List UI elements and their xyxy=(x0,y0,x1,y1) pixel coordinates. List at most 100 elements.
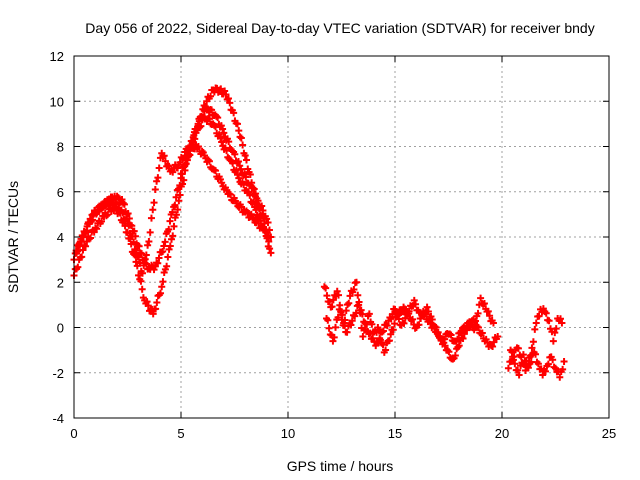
data-point xyxy=(119,209,127,217)
data-point xyxy=(255,205,263,213)
data-point xyxy=(478,329,486,337)
data-point xyxy=(266,245,274,253)
data-point xyxy=(405,310,413,318)
data-point xyxy=(221,87,229,95)
data-point xyxy=(151,185,159,193)
data-point xyxy=(82,229,90,237)
data-point xyxy=(332,323,340,331)
data-point xyxy=(165,225,173,233)
data-point xyxy=(224,153,232,161)
data-point xyxy=(135,242,143,250)
data-point xyxy=(324,316,332,324)
x-tick-label: 25 xyxy=(602,426,616,441)
data-point xyxy=(524,364,532,372)
data-point xyxy=(394,311,402,319)
data-point xyxy=(208,106,216,114)
data-point xyxy=(343,301,351,309)
data-point xyxy=(216,175,224,183)
data-point xyxy=(323,292,331,300)
data-point xyxy=(383,322,391,330)
data-point xyxy=(549,356,557,364)
data-point xyxy=(401,305,409,313)
data-point xyxy=(350,286,358,294)
data-point xyxy=(138,250,146,258)
data-point xyxy=(412,300,420,308)
data-point xyxy=(259,207,267,215)
data-point xyxy=(551,329,559,337)
data-point xyxy=(364,312,372,320)
data-point xyxy=(260,219,268,227)
data-point xyxy=(225,94,233,102)
data-point xyxy=(539,371,547,379)
data-point xyxy=(409,315,417,323)
data-point xyxy=(189,137,197,145)
data-point xyxy=(165,245,173,253)
data-point xyxy=(130,238,138,246)
data-point xyxy=(130,227,138,235)
series-track-d xyxy=(177,84,273,246)
data-point xyxy=(235,174,243,182)
data-point xyxy=(122,215,130,223)
data-point xyxy=(441,342,449,350)
data-point xyxy=(230,109,238,117)
data-point xyxy=(232,167,240,175)
data-point xyxy=(212,167,220,175)
y-tick-label: 4 xyxy=(57,230,64,245)
data-point xyxy=(120,200,128,208)
data-point xyxy=(335,291,343,299)
x-tick-label: 10 xyxy=(281,426,295,441)
data-point xyxy=(453,335,461,343)
data-point xyxy=(375,327,383,335)
data-point xyxy=(137,277,145,285)
data-point xyxy=(539,305,547,313)
data-point xyxy=(150,199,158,207)
data-point xyxy=(550,363,558,371)
data-point xyxy=(182,154,190,162)
data-point xyxy=(544,360,552,368)
data-point xyxy=(217,122,225,130)
data-point xyxy=(329,337,337,345)
data-point xyxy=(510,353,518,361)
data-point xyxy=(125,221,133,229)
data-point xyxy=(329,296,337,304)
y-tick-label: 8 xyxy=(57,140,64,155)
data-point xyxy=(219,125,227,133)
data-point xyxy=(131,245,139,253)
data-point xyxy=(486,312,494,320)
data-point xyxy=(158,283,166,291)
y-tick-label: 6 xyxy=(57,185,64,200)
data-points xyxy=(70,84,568,381)
data-point xyxy=(146,228,154,236)
data-point xyxy=(385,337,393,345)
data-point xyxy=(139,294,147,302)
data-point xyxy=(484,307,492,315)
chart-title: Day 056 of 2022, Sidereal Day-to-day VTE… xyxy=(85,20,594,36)
data-point xyxy=(235,127,243,135)
data-point xyxy=(154,174,162,182)
data-point xyxy=(128,232,136,240)
data-point xyxy=(198,147,206,155)
data-point xyxy=(205,115,213,123)
data-point xyxy=(352,309,360,317)
data-point xyxy=(216,134,224,142)
data-point xyxy=(201,102,209,110)
data-point xyxy=(174,206,182,214)
data-point xyxy=(163,262,171,270)
data-point xyxy=(147,214,155,222)
data-point xyxy=(87,234,95,242)
data-point xyxy=(559,365,567,373)
data-point xyxy=(102,212,110,220)
data-point xyxy=(454,343,462,351)
data-point xyxy=(242,156,250,164)
data-point xyxy=(227,191,235,199)
data-point xyxy=(326,298,334,306)
data-point xyxy=(532,350,540,358)
data-point xyxy=(144,241,152,249)
data-point xyxy=(507,357,515,365)
data-point xyxy=(161,238,169,246)
data-point xyxy=(445,348,453,356)
data-point xyxy=(214,114,222,122)
data-point xyxy=(514,344,522,352)
data-point xyxy=(170,222,178,230)
data-point xyxy=(154,259,162,267)
